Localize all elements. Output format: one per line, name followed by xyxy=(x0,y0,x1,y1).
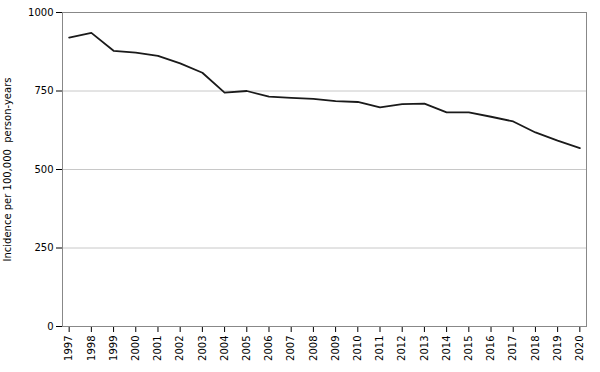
svg-text:2008: 2008 xyxy=(308,336,319,361)
svg-text:1997: 1997 xyxy=(63,336,74,361)
svg-text:2016: 2016 xyxy=(485,336,496,361)
svg-text:2020: 2020 xyxy=(574,336,585,361)
svg-text:1998: 1998 xyxy=(86,336,97,361)
svg-text:0: 0 xyxy=(47,321,53,332)
svg-text:2007: 2007 xyxy=(285,336,296,361)
svg-text:2006: 2006 xyxy=(263,336,274,361)
svg-text:2012: 2012 xyxy=(396,336,407,361)
svg-text:2001: 2001 xyxy=(152,336,163,361)
svg-text:2010: 2010 xyxy=(352,336,363,361)
svg-text:2018: 2018 xyxy=(530,336,541,361)
svg-text:250: 250 xyxy=(34,242,53,253)
svg-text:2013: 2013 xyxy=(419,336,430,361)
svg-text:2004: 2004 xyxy=(219,336,230,361)
svg-text:1000: 1000 xyxy=(28,7,53,18)
svg-text:750: 750 xyxy=(34,85,53,96)
svg-text:Incidence per 100,000 person-: Incidence per 100,000 person-years xyxy=(2,78,13,262)
svg-text:2000: 2000 xyxy=(130,336,141,361)
svg-text:2002: 2002 xyxy=(174,336,185,361)
svg-text:2014: 2014 xyxy=(441,336,452,361)
svg-text:500: 500 xyxy=(34,164,53,175)
svg-text:2009: 2009 xyxy=(330,336,341,361)
svg-text:2015: 2015 xyxy=(463,336,474,361)
svg-text:2017: 2017 xyxy=(507,336,518,361)
svg-text:2005: 2005 xyxy=(241,336,252,361)
svg-text:1999: 1999 xyxy=(108,336,119,361)
svg-text:2011: 2011 xyxy=(374,336,385,361)
svg-text:2003: 2003 xyxy=(197,336,208,361)
svg-text:2019: 2019 xyxy=(552,336,563,361)
